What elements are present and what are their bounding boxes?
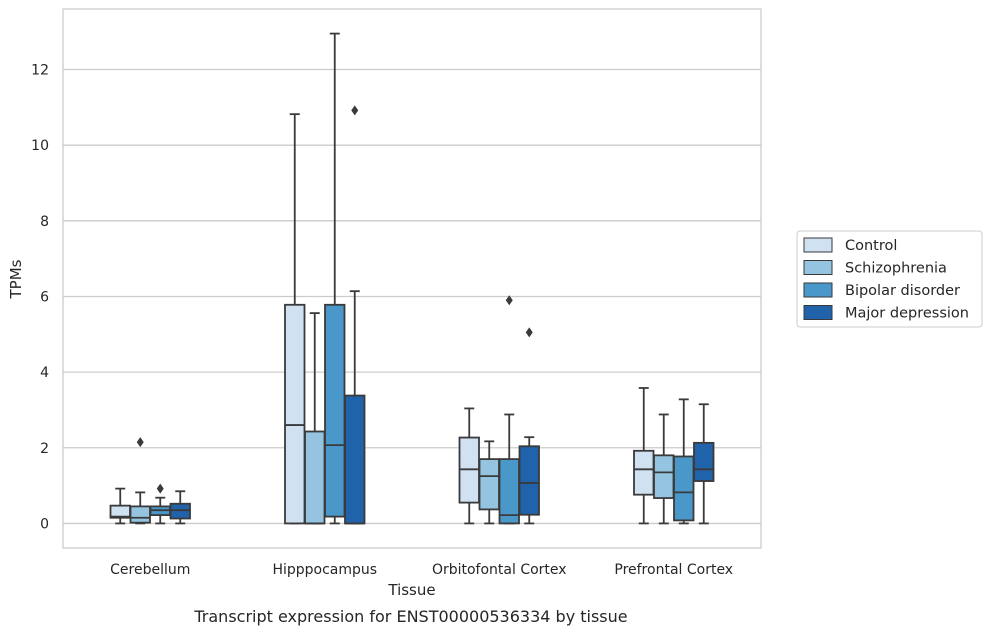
x-tick-label-3: Prefrontal Cortex [614,562,733,578]
box-body [693,441,715,482]
legend-swatch-3 [803,305,833,320]
legend: Control Schizophrenia Bipolar disorder Majo… [796,230,983,328]
legend-swatch-1 [803,260,833,275]
legend-label-3: Major depression [845,306,969,322]
legend-label-2: Bipolar disorder [845,283,960,299]
box-body [518,445,540,516]
legend-label-0: Control [845,238,897,254]
outlier-point [505,295,513,306]
box-0-2 [458,407,480,525]
outlier-point [351,105,359,116]
y-axis-ticks: 0 2 4 6 8 10 12 [31,63,49,533]
box-0-0 [109,487,131,525]
y-tick-label-2: 2 [40,441,49,457]
box-body [129,505,151,524]
y-tick-label-0: 0 [40,516,49,532]
x-axis-ticks: Cerebellum Hipppocampus Orbitofontal Corte… [110,562,733,578]
box-body [169,502,191,520]
outlier-point [156,483,164,494]
box-body [498,458,520,525]
box-0-1 [284,113,306,525]
x-axis-label: Tissue [387,581,435,599]
y-tick-label-10: 10 [31,138,49,154]
outlier-point [136,437,144,448]
y-tick-label-4: 4 [40,365,49,381]
box-2-3 [673,398,695,525]
box-body [478,458,500,511]
legend-swatch-0 [803,237,833,253]
box-body [344,394,366,525]
box-2-0 [149,483,171,525]
outlier-point [525,327,533,338]
plot-area-frame [62,8,762,549]
box-0-3 [633,387,655,525]
chart-caption: Transcript expression for ENST0000053633… [193,607,627,626]
legend-label-1: Schizophrenia [845,261,947,277]
box-3-3 [693,403,715,525]
box-3-0 [169,490,191,525]
y-tick-label-6: 6 [40,289,49,305]
box-body [284,303,306,525]
box-3-1 [344,105,366,525]
x-tick-label-2: Orbitofontal Cortex [432,562,567,578]
y-axis-label: TPMs [7,259,25,299]
box-3-2 [518,327,540,525]
box-body [673,455,695,522]
y-tick-label-8: 8 [40,214,49,230]
grid-lines [63,68,761,525]
legend-frame [796,230,983,328]
box-body [304,430,326,525]
y-tick-label-12: 12 [31,63,49,79]
box-1-2 [478,440,500,525]
box-1-1 [304,312,326,525]
box-2-1 [324,32,346,525]
legend-swatch-2 [803,282,833,298]
box-body [324,303,346,518]
box-2-2 [498,295,520,525]
box-body [633,449,655,496]
box-series [109,32,715,525]
x-tick-label-1: Hipppocampus [272,562,377,578]
box-1-0 [129,437,151,525]
x-tick-label-0: Cerebellum [110,562,190,578]
box-1-3 [653,413,675,525]
box-body [653,454,675,499]
